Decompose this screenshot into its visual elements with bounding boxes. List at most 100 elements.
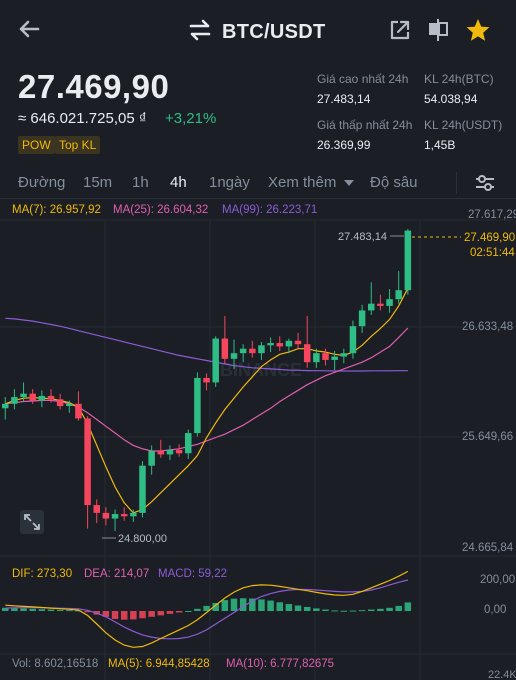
candle [230, 339, 238, 369]
candle-body [340, 353, 348, 357]
candle [258, 341, 265, 360]
volume-ma10: MA(10): 6.777,82675 [226, 658, 335, 670]
swap-icon [188, 18, 212, 47]
candle-body [111, 514, 119, 519]
macd-pane [2, 570, 412, 648]
price-axis-label: 24.665,84 [462, 542, 514, 554]
candle [276, 336, 283, 351]
candle-body [386, 299, 393, 306]
candle [185, 429, 192, 459]
tag-top-volume[interactable]: Top KL [55, 136, 101, 154]
macd-bar [203, 605, 210, 611]
share-icon[interactable] [388, 18, 412, 47]
high-24h-label: Giá cao nhất 24h [317, 72, 409, 86]
tab-depth[interactable]: Độ sâu [370, 174, 418, 191]
pair-title-button[interactable]: BTC/USDT [188, 18, 326, 47]
tag-pow[interactable]: POW [18, 136, 55, 154]
watermark: BINANCE [220, 360, 302, 380]
macd-bar [358, 610, 366, 612]
countdown-label: 02:51:44 [470, 247, 515, 259]
candle-body [29, 393, 36, 401]
candle-body [102, 512, 110, 519]
ma7-legend: MA(7): 26.957,92 [12, 204, 101, 216]
candle [75, 391, 82, 421]
candle-body [303, 344, 311, 363]
tab-divider [456, 172, 457, 194]
star-icon[interactable] [465, 18, 491, 47]
vol-btc-label: KL 24h(BTC) [424, 72, 494, 86]
interval-tabs: Đường 15m 1h 4h 1ngày Xem thêm Độ sâu [0, 168, 516, 198]
macd-bar [20, 608, 27, 611]
low-marker-label: 24.800,00 [118, 533, 167, 545]
tab-line[interactable]: Đường [18, 174, 66, 191]
candle-body [11, 397, 18, 404]
tab-1h[interactable]: 1h [132, 174, 149, 191]
candle [66, 400, 73, 413]
indicator-settings-icon[interactable] [474, 172, 496, 199]
candle [2, 397, 9, 420]
tab-4h[interactable]: 4h [170, 174, 187, 191]
candle [29, 389, 36, 404]
last-price: 27.469,90 [18, 68, 170, 105]
ma-lines [5, 287, 409, 514]
expand-icon[interactable] [20, 510, 44, 534]
back-arrow-icon[interactable] [16, 16, 42, 47]
candle [20, 382, 27, 402]
candle [166, 445, 174, 461]
candle [377, 294, 384, 311]
volume-ma5: MA(5): 6.944,85428 [108, 658, 210, 670]
candle [56, 393, 64, 410]
candle-body [157, 451, 165, 455]
macd-bar [239, 598, 247, 611]
macd-bar [166, 611, 174, 614]
pair-name: BTC/USDT [222, 21, 326, 43]
tab-15m[interactable]: 15m [83, 174, 113, 191]
candle-body [130, 512, 137, 517]
change-percent: +3,21% [165, 110, 217, 127]
dif-line [5, 570, 409, 648]
price-axis-label: 27.617,29 [468, 209, 516, 221]
current-price-label: 27.469,90 [464, 232, 515, 244]
candle [93, 499, 100, 524]
candle [148, 445, 155, 475]
candle-body [395, 290, 402, 300]
candle [303, 316, 311, 368]
candle [102, 507, 110, 526]
ma7-line [5, 287, 409, 514]
candle-body [322, 353, 329, 360]
split-screen-icon[interactable] [426, 17, 450, 48]
macd-dif: DIF: 273,30 [12, 568, 73, 580]
candle-body [349, 326, 357, 354]
macd-bar [29, 608, 36, 611]
macd-bar [313, 608, 320, 611]
macd-bar [157, 611, 165, 616]
candle-body [139, 465, 146, 513]
volume-value: Vol: 8.602,16518 [12, 658, 99, 670]
macd-bar [377, 608, 384, 611]
macd-bar [185, 611, 192, 612]
fiat-value: ≈ 646.021.725,05 ₫ [18, 110, 147, 127]
tab-more[interactable]: Xem thêm [268, 174, 354, 191]
candle-body [148, 451, 155, 466]
price-axis-label: 25.649,66 [462, 431, 513, 443]
tab-1d[interactable]: 1ngày [209, 174, 250, 191]
dea-line [5, 579, 409, 640]
candle [285, 338, 293, 354]
macd-bar [139, 611, 146, 619]
macd-bar [249, 598, 256, 611]
macd-bar [386, 607, 393, 611]
candle-body [267, 343, 274, 346]
candle-body [212, 338, 219, 383]
low-24h-label: Giá thấp nhất 24h [317, 118, 413, 132]
macd-bar [267, 600, 274, 611]
macd-bar [102, 611, 110, 617]
candle-body [368, 303, 375, 311]
candle [322, 348, 329, 366]
candle-body [276, 343, 283, 347]
macd-bar [340, 610, 348, 612]
caret-down-icon [343, 180, 354, 187]
ma99-line [5, 317, 408, 372]
candle-body [56, 399, 64, 407]
candle [313, 348, 320, 368]
